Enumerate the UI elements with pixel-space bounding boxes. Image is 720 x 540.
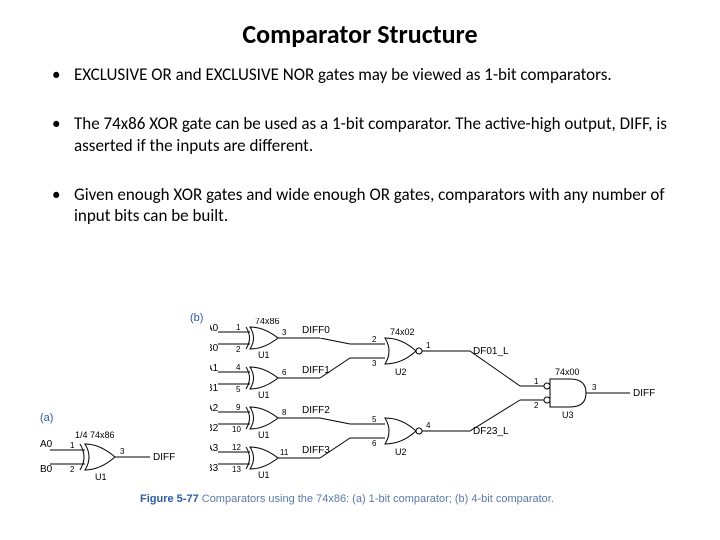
subfig-a-label: (a) — [40, 410, 70, 426]
pin-label: 11 — [280, 448, 289, 457]
ref-label: U1 — [258, 350, 270, 358]
subfig-a-xor: 1/4 74x86 A0 B0 1 2 3 DIFF U1 — [40, 430, 200, 485]
signal-label: B2 — [210, 423, 219, 434]
signal-label: DIFF0 — [302, 325, 330, 336]
join-wires-nor-nand — [470, 350, 525, 440]
pin-label: 1 — [534, 377, 539, 386]
join-wires-xor-nor — [318, 338, 358, 468]
ref-label: U2 — [395, 447, 407, 457]
pin-label: 8 — [282, 408, 287, 417]
diagram-area: (b) (a) 1/4 74x86 A0 B0 1 2 3 DIFF U1 — [40, 310, 680, 520]
pin-label: 2 — [372, 335, 377, 344]
figure-caption-text: Comparators using the 74x86: (a) 1-bit c… — [202, 493, 554, 505]
ref-label: U1 — [258, 470, 270, 478]
pin-label: 12 — [232, 443, 241, 452]
pin-label: 2 — [236, 345, 241, 354]
nand-gate: 74x00 1 2 3 DIFF U3 — [520, 368, 680, 423]
pin-label: 5 — [372, 415, 377, 424]
signal-label: DIFF — [633, 388, 655, 399]
slide-title: Comparator Structure — [40, 18, 680, 50]
bullet-item: Given enough XOR gates and wide enough O… — [62, 184, 680, 227]
pin-label: 2 — [534, 401, 539, 410]
ref-label: U1 — [258, 390, 270, 398]
pin-label: 6 — [372, 439, 377, 448]
pin-label: 3 — [120, 447, 125, 456]
pin-label: 1 — [426, 341, 431, 350]
signal-label: A0 — [40, 439, 53, 450]
pin-label: 3 — [282, 328, 287, 337]
part-label: 74x00 — [555, 368, 580, 377]
bullet-item: EXCLUSIVE OR and EXCLUSIVE NOR gates may… — [62, 64, 680, 85]
subfig-label-text: (a) — [40, 412, 53, 424]
ref-label: U1 — [258, 430, 270, 438]
pin-label: 1 — [236, 323, 241, 332]
bullet-list: EXCLUSIVE OR and EXCLUSIVE NOR gates may… — [40, 64, 680, 226]
pin-label: 10 — [232, 425, 241, 434]
signal-label: B0 — [210, 343, 219, 354]
figure-caption: Figure 5-77 Comparators using the 74x86:… — [140, 488, 620, 507]
signal-label: A3 — [210, 443, 219, 454]
ref-label: U3 — [562, 410, 574, 420]
pin-label: 2 — [70, 465, 75, 474]
signal-label: B1 — [210, 383, 219, 394]
slide: Comparator Structure EXCLUSIVE OR and EX… — [0, 0, 720, 540]
signal-label: DIFF — [153, 452, 175, 463]
subfig-label-text: (b) — [190, 312, 203, 324]
pin-label: 6 — [282, 368, 287, 377]
part-label: 1/4 74x86 — [75, 430, 115, 440]
signal-label: B3 — [210, 463, 219, 474]
pin-label: 1 — [70, 441, 75, 450]
figure-number: Figure 5-77 — [140, 493, 199, 505]
ref-label: U1 — [95, 472, 107, 482]
signal-label: B0 — [40, 464, 53, 475]
pin-label: 4 — [236, 363, 241, 372]
pin-label: 3 — [592, 383, 597, 392]
pin-label: 3 — [372, 359, 377, 368]
bullet-item: The 74x86 XOR gate can be used as a 1-bi… — [62, 113, 680, 156]
signal-label: A2 — [210, 403, 219, 414]
pin-label: 4 — [426, 421, 431, 430]
signal-label: A0 — [210, 323, 219, 334]
pin-label: 9 — [236, 403, 241, 412]
pin-label: 5 — [236, 385, 241, 394]
signal-label: A1 — [210, 363, 219, 374]
part-label: 74x86 — [255, 318, 280, 326]
ref-label: U2 — [395, 367, 407, 377]
part-label: 74x02 — [390, 328, 415, 337]
pin-label: 13 — [232, 465, 241, 474]
